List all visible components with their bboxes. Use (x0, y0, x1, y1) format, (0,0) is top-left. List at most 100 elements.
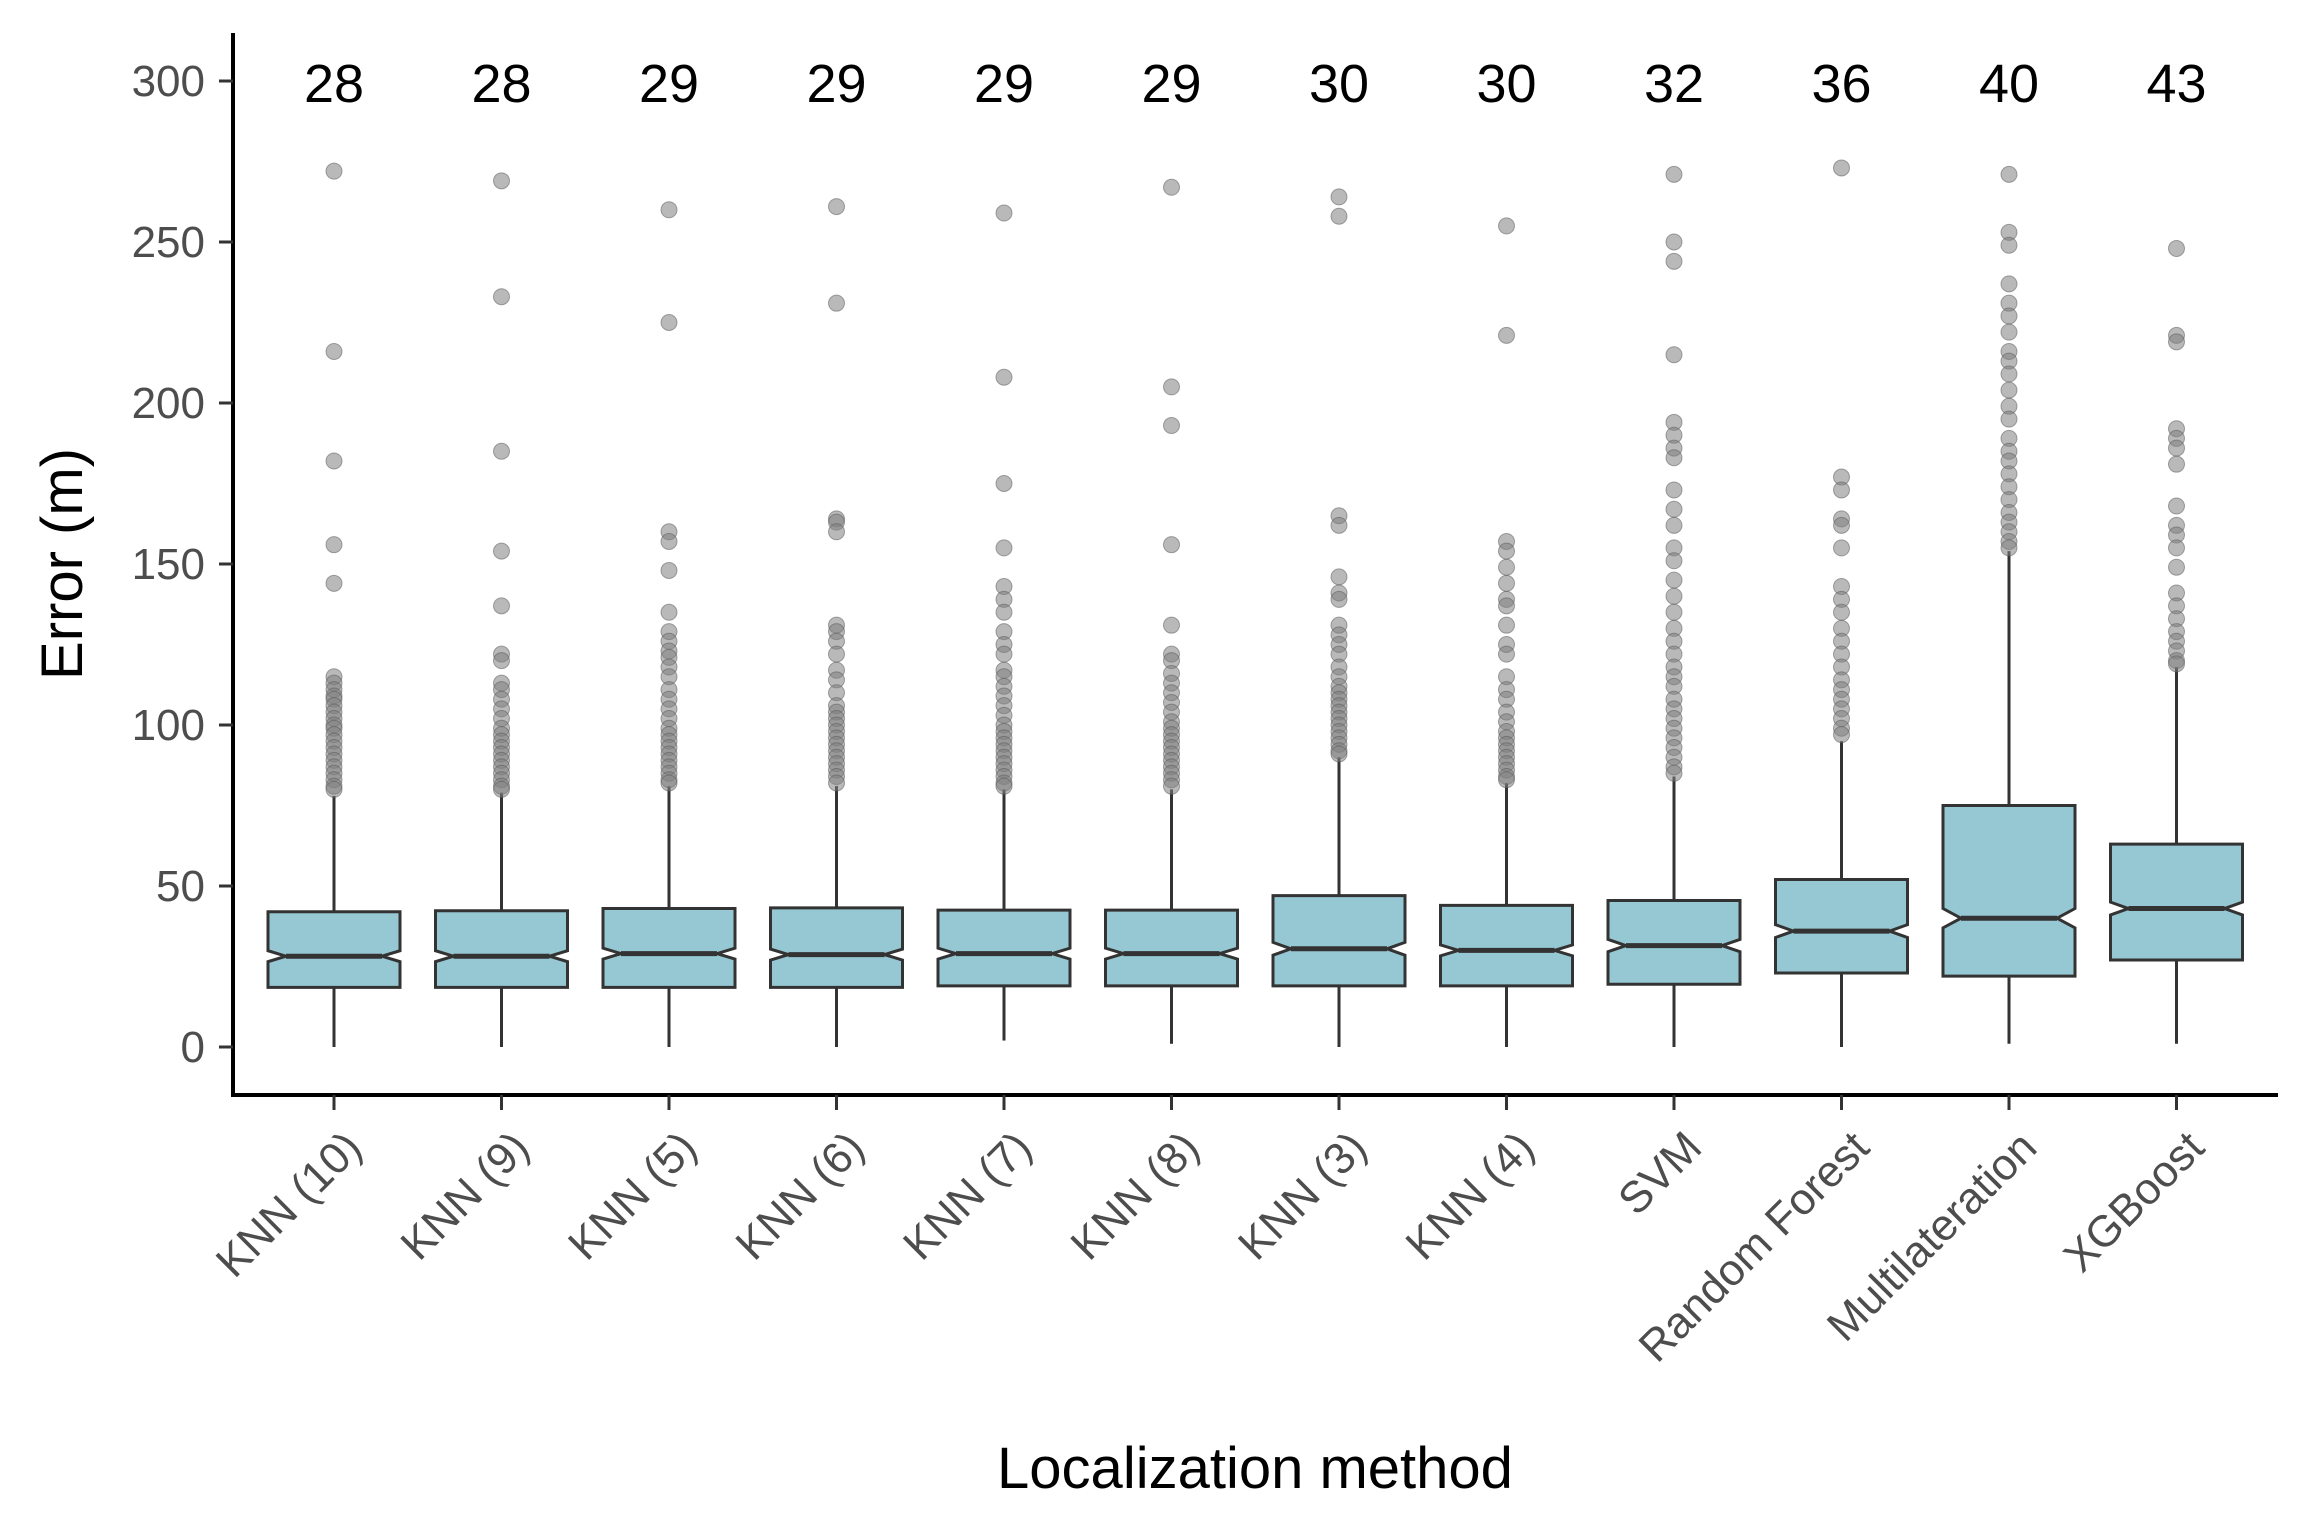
outlier-point (1163, 536, 1180, 554)
outlier-point (2168, 558, 2185, 576)
box-group (2109, 239, 2244, 1044)
outlier-point (995, 777, 1013, 795)
outlier-point (1330, 568, 1348, 586)
outlier-point (995, 475, 1013, 492)
outlier-point (1330, 188, 1348, 206)
outlier-point (1163, 178, 1180, 196)
outlier-point (995, 645, 1013, 663)
outlier-point (1163, 616, 1180, 634)
outlier-point (325, 342, 343, 360)
plot-area (266, 159, 2244, 1047)
y-tick-label: 50 (156, 862, 205, 911)
outlier-point (1330, 745, 1348, 763)
y-tick-label: 200 (132, 379, 205, 428)
outlier-point (2000, 275, 2018, 293)
median-value-label: 32 (1644, 54, 1704, 114)
box-body (1606, 898, 1742, 986)
box-group (1271, 188, 1407, 1047)
outlier-point (1833, 726, 1850, 744)
outlier-point (828, 523, 845, 541)
x-tick-label: KNN (5) (559, 1122, 706, 1269)
outlier-point (995, 368, 1013, 386)
outlier-point (1665, 500, 1683, 518)
outlier-point (1665, 481, 1683, 499)
outlier-point (1665, 516, 1683, 534)
box-group (1439, 217, 1574, 1047)
median-value-label: 30 (1476, 54, 1536, 114)
outlier-point (493, 442, 510, 460)
outlier-point (995, 539, 1013, 557)
outlier-point (325, 574, 343, 592)
x-tick-label: SVM (1609, 1122, 1711, 1224)
box-body (1104, 908, 1239, 988)
outlier-point (1498, 558, 1515, 576)
outlier-point (1163, 777, 1180, 795)
outlier-point (660, 314, 678, 331)
outlier-point (1665, 764, 1683, 782)
box-body (936, 908, 1072, 988)
box-group (1104, 178, 1239, 1044)
outlier-point (2000, 165, 2018, 183)
outlier-point (493, 172, 510, 190)
x-tick-label: KNN (8) (1062, 1122, 1209, 1269)
outlier-point (1498, 771, 1515, 789)
outlier-point (2168, 655, 2185, 673)
box-body (769, 906, 904, 989)
median-value-label: 36 (1811, 54, 1871, 114)
outlier-point (2168, 333, 2185, 351)
outlier-point (493, 780, 510, 798)
outlier-point (828, 294, 845, 312)
box-body (266, 910, 402, 989)
median-value-label: 29 (974, 54, 1034, 114)
median-value-label: 40 (1979, 54, 2039, 114)
outlier-point (2000, 236, 2018, 254)
outlier-point (325, 780, 343, 798)
outlier-point (493, 288, 510, 306)
box-group (266, 162, 402, 1047)
outlier-point (1833, 481, 1850, 499)
outlier-point (828, 645, 845, 663)
outlier-point (2168, 455, 2185, 473)
outlier-point (660, 603, 678, 621)
outlier-point (1665, 449, 1683, 467)
box-group (1606, 165, 1742, 1047)
y-tick-label: 0 (181, 1023, 205, 1072)
box-body (1271, 894, 1407, 988)
median-labels: 28 28 29 29 29 29 30 30 32 36 40 43 (304, 54, 2207, 114)
outlier-point (1498, 217, 1515, 235)
outlier-point (1665, 346, 1683, 364)
median-value-label: 29 (806, 54, 866, 114)
outlier-point (660, 201, 678, 219)
x-tick-label: KNN (9) (392, 1122, 539, 1269)
outlier-point (1665, 552, 1683, 570)
x-tick-label: KNN (10) (207, 1122, 371, 1286)
box-group (1774, 159, 1909, 1047)
outlier-point (995, 204, 1013, 222)
outlier-point (2000, 410, 2018, 428)
outlier-point (1833, 603, 1850, 621)
y-axis-ticks: 0 50 100 150 200 250 300 (132, 57, 233, 1072)
box-group (936, 204, 1072, 1041)
outlier-point (660, 532, 678, 550)
box-group (601, 201, 737, 1047)
box-group (434, 172, 569, 1047)
outlier-point (493, 542, 510, 560)
median-value-label: 29 (1141, 54, 1201, 114)
outlier-point (1665, 571, 1683, 589)
outlier-point (1330, 207, 1348, 225)
outlier-point (660, 561, 678, 579)
outlier-point (1330, 590, 1348, 608)
median-value-label: 43 (2146, 54, 2206, 114)
outlier-point (1665, 587, 1683, 605)
outlier-point (1833, 539, 1850, 557)
outlier-point (1498, 326, 1515, 344)
outlier-point (1330, 516, 1348, 534)
outlier-point (2000, 539, 2018, 557)
outlier-point (1665, 165, 1683, 183)
box-body (1941, 804, 2077, 978)
outlier-point (2168, 439, 2185, 457)
x-axis-title: Localization method (997, 1436, 1513, 1501)
box-body (2109, 842, 2244, 962)
box-group (1941, 165, 2077, 1044)
outlier-point (2168, 239, 2185, 257)
